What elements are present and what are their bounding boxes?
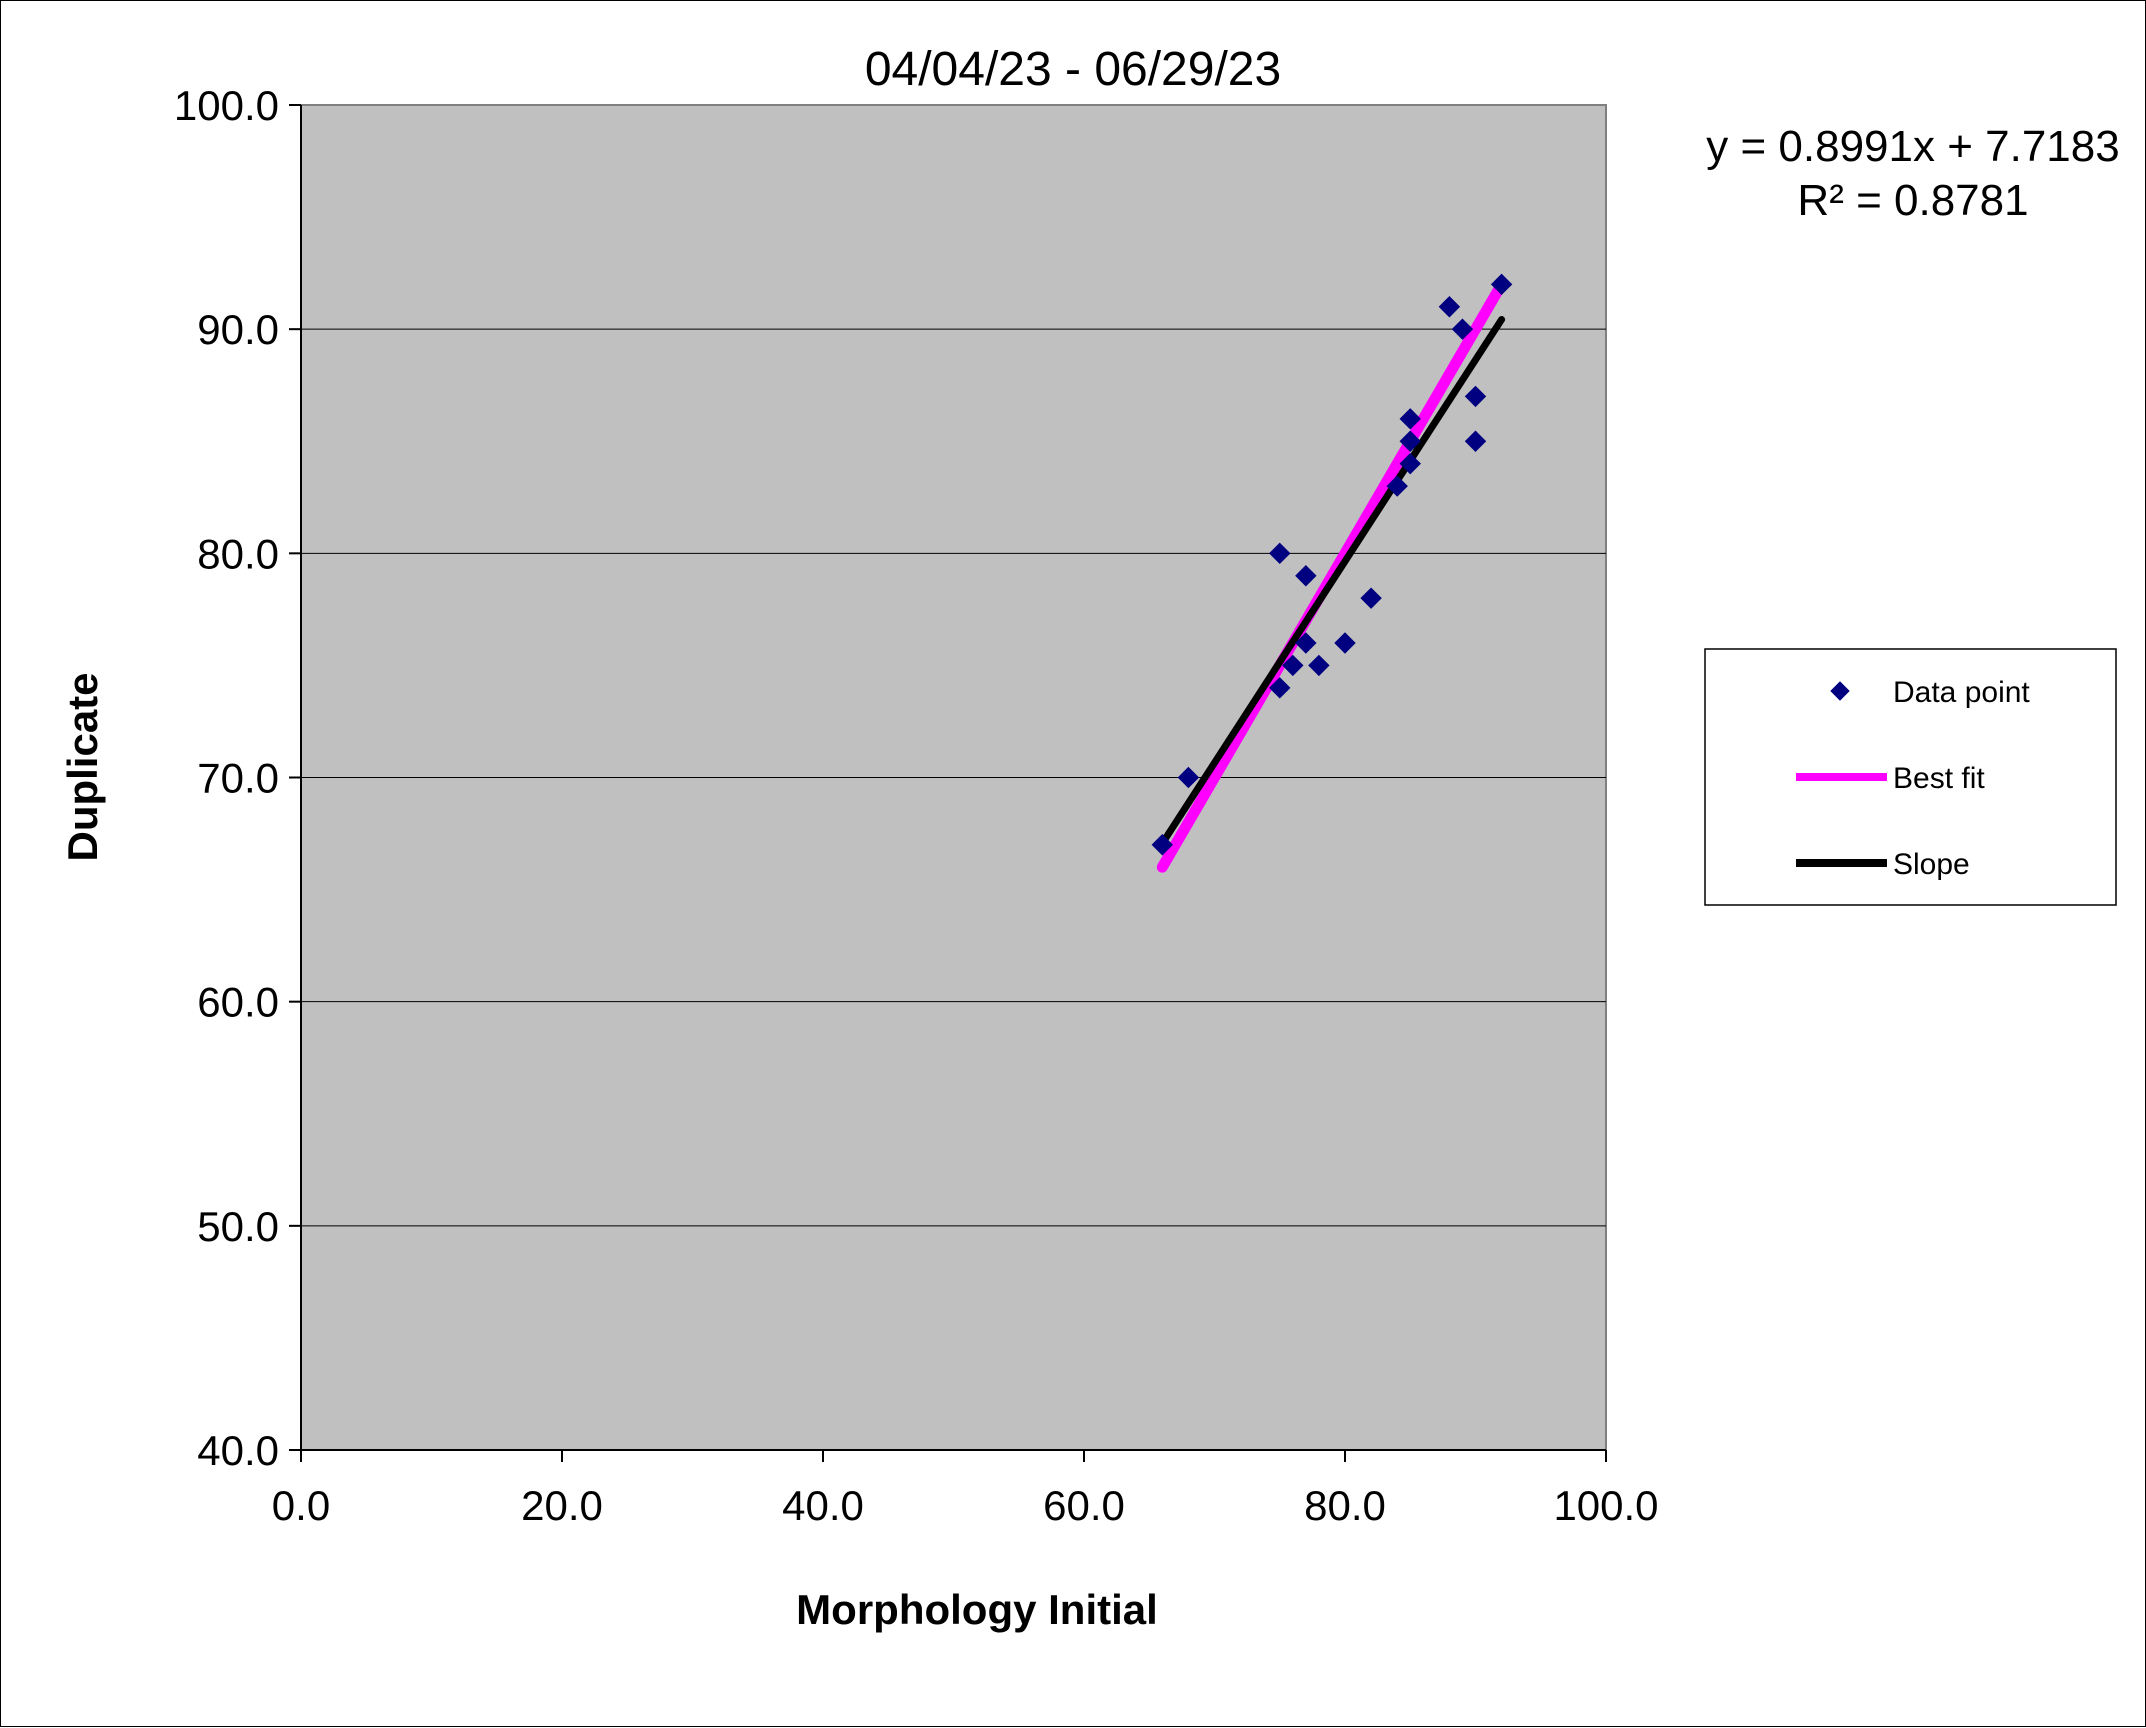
x-tick-label: 0.0 <box>272 1482 330 1529</box>
data-point <box>1399 408 1421 430</box>
data-point <box>1151 834 1174 856</box>
y-tick-label: 50.0 <box>197 1203 279 1250</box>
y-tick-label: 80.0 <box>197 530 279 577</box>
legend-diamond-marker <box>1830 681 1850 701</box>
gridlines <box>301 328 1606 1227</box>
y-tick-label: 100.0 <box>174 82 279 129</box>
y-axis-label: Duplicate <box>59 672 106 861</box>
y-tick-label: 90.0 <box>197 306 279 353</box>
data-point <box>1295 632 1317 654</box>
data-point <box>1438 296 1461 318</box>
data-point <box>1269 542 1291 565</box>
data-point <box>1282 654 1304 677</box>
y-tick-label: 60.0 <box>197 979 279 1026</box>
x-tick-label: 20.0 <box>521 1482 603 1529</box>
legend-box <box>1704 648 2117 906</box>
legend-item-data-point: Data point <box>1893 676 2030 709</box>
slope-line <box>1158 316 1506 847</box>
x-tick-label: 100.0 <box>1553 1482 1658 1529</box>
axes <box>289 104 1607 1462</box>
y-tick-label: 70.0 <box>197 755 279 802</box>
data-point <box>1490 273 1513 296</box>
data-point <box>1399 430 1421 452</box>
data-point <box>1360 587 1382 609</box>
data-point <box>1269 677 1291 699</box>
data-point <box>1464 430 1487 452</box>
tick-labels: 0.0 20.0 40.0 60.0 80.0 100.0 100.0 90.0 80.0 70.… <box>174 82 1659 1529</box>
data-point <box>1334 632 1356 654</box>
y-tick-label: 40.0 <box>197 1427 279 1474</box>
legend-item-best-fit: Best fit <box>1893 762 1985 795</box>
data-point <box>1295 565 1317 587</box>
trend-lines <box>1156 278 1508 873</box>
data-point <box>1464 385 1487 408</box>
regression-equation: y = 0.8991x + 7.7183 <box>1706 122 2119 171</box>
data-point <box>1386 475 1408 497</box>
data-point <box>1399 452 1421 475</box>
x-tick-label: 80.0 <box>1304 1482 1386 1529</box>
data-point <box>1308 654 1330 677</box>
r-squared-value: R² = 0.8781 <box>1797 176 2028 225</box>
legend-item-slope: Slope <box>1893 848 1970 881</box>
x-tick-label: 60.0 <box>1043 1482 1125 1529</box>
data-points <box>1151 273 1513 856</box>
x-axis-label: Morphology Initial <box>796 1586 1158 1633</box>
chart-title: 04/04/23 - 06/29/23 <box>865 43 1281 96</box>
legend: Data point Best fit Slope <box>1704 648 2117 906</box>
x-tick-label: 40.0 <box>782 1482 864 1529</box>
data-point <box>1451 318 1474 340</box>
data-point <box>1177 766 1200 789</box>
